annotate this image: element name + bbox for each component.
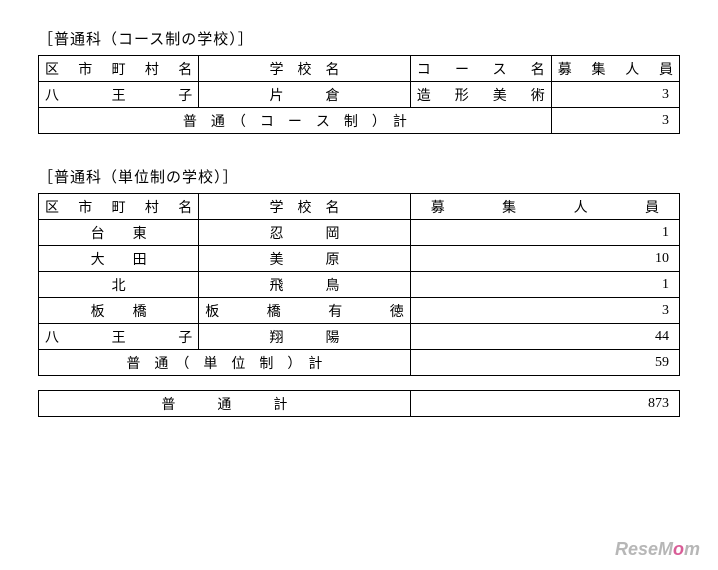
col-course: コース名 (410, 56, 551, 82)
table-grand-total: 普 通 計 873 (38, 390, 680, 417)
cell-capacity: 10 (410, 246, 679, 272)
cell-capacity: 1 (410, 272, 679, 298)
table-row: 大 田 美 原 10 (39, 246, 680, 272)
col-school: 学 校 名 (199, 56, 411, 82)
section-title-credit: ［普通科（単位制の学校）］ (38, 166, 680, 187)
table-footer-row: 普 通 （ 単 位 制 ） 計 59 (39, 350, 680, 376)
cell-school: 片 倉 (199, 82, 411, 108)
table-row: 台 東 忍 岡 1 (39, 220, 680, 246)
cell-ward: 大 田 (39, 246, 199, 272)
table-credit: 区市町村名 学 校 名 募 集 人 員 台 東 忍 岡 1 大 田 美 原 10… (38, 193, 680, 376)
footer-value: 3 (551, 108, 679, 134)
cell-capacity: 3 (551, 82, 679, 108)
table-row: 八王子 片 倉 造形美術 3 (39, 82, 680, 108)
table-header-row: 区市町村名 学 校 名 募 集 人 員 (39, 194, 680, 220)
col-capacity: 募 集 人 員 (410, 194, 679, 220)
cell-school: 翔 陽 (199, 324, 411, 350)
table-row: 板 橋 板橋有徳 3 (39, 298, 680, 324)
col-ward: 区市町村名 (39, 56, 199, 82)
table-course: 区市町村名 学 校 名 コース名 募集人員 八王子 片 倉 造形美術 3 普 通… (38, 55, 680, 134)
table-header-row: 区市町村名 学 校 名 コース名 募集人員 (39, 56, 680, 82)
cell-ward: 八王子 (39, 82, 199, 108)
cell-school: 忍 岡 (199, 220, 411, 246)
cell-school: 飛 鳥 (199, 272, 411, 298)
col-ward: 区市町村名 (39, 194, 199, 220)
col-school: 学 校 名 (199, 194, 411, 220)
cell-capacity: 3 (410, 298, 679, 324)
cell-capacity: 44 (410, 324, 679, 350)
col-capacity: 募集人員 (551, 56, 679, 82)
table-row: 八王子 翔 陽 44 (39, 324, 680, 350)
footer-value: 873 (410, 391, 679, 417)
cell-course: 造形美術 (410, 82, 551, 108)
cell-capacity: 1 (410, 220, 679, 246)
footer-label: 普 通 （ コ ー ス 制 ） 計 (39, 108, 552, 134)
table-row: 北 飛 鳥 1 (39, 272, 680, 298)
footer-label: 普 通 計 (39, 391, 411, 417)
cell-school: 美 原 (199, 246, 411, 272)
section-title-course: ［普通科（コース制の学校）］ (38, 28, 680, 49)
footer-label: 普 通 （ 単 位 制 ） 計 (39, 350, 411, 376)
cell-ward: 板 橋 (39, 298, 199, 324)
cell-ward: 八王子 (39, 324, 199, 350)
cell-ward: 台 東 (39, 220, 199, 246)
watermark-logo: ReseMom (615, 539, 700, 560)
table-footer-row: 普 通 （ コ ー ス 制 ） 計 3 (39, 108, 680, 134)
cell-school: 板橋有徳 (199, 298, 411, 324)
cell-ward: 北 (39, 272, 199, 298)
footer-value: 59 (410, 350, 679, 376)
table-footer-row: 普 通 計 873 (39, 391, 680, 417)
